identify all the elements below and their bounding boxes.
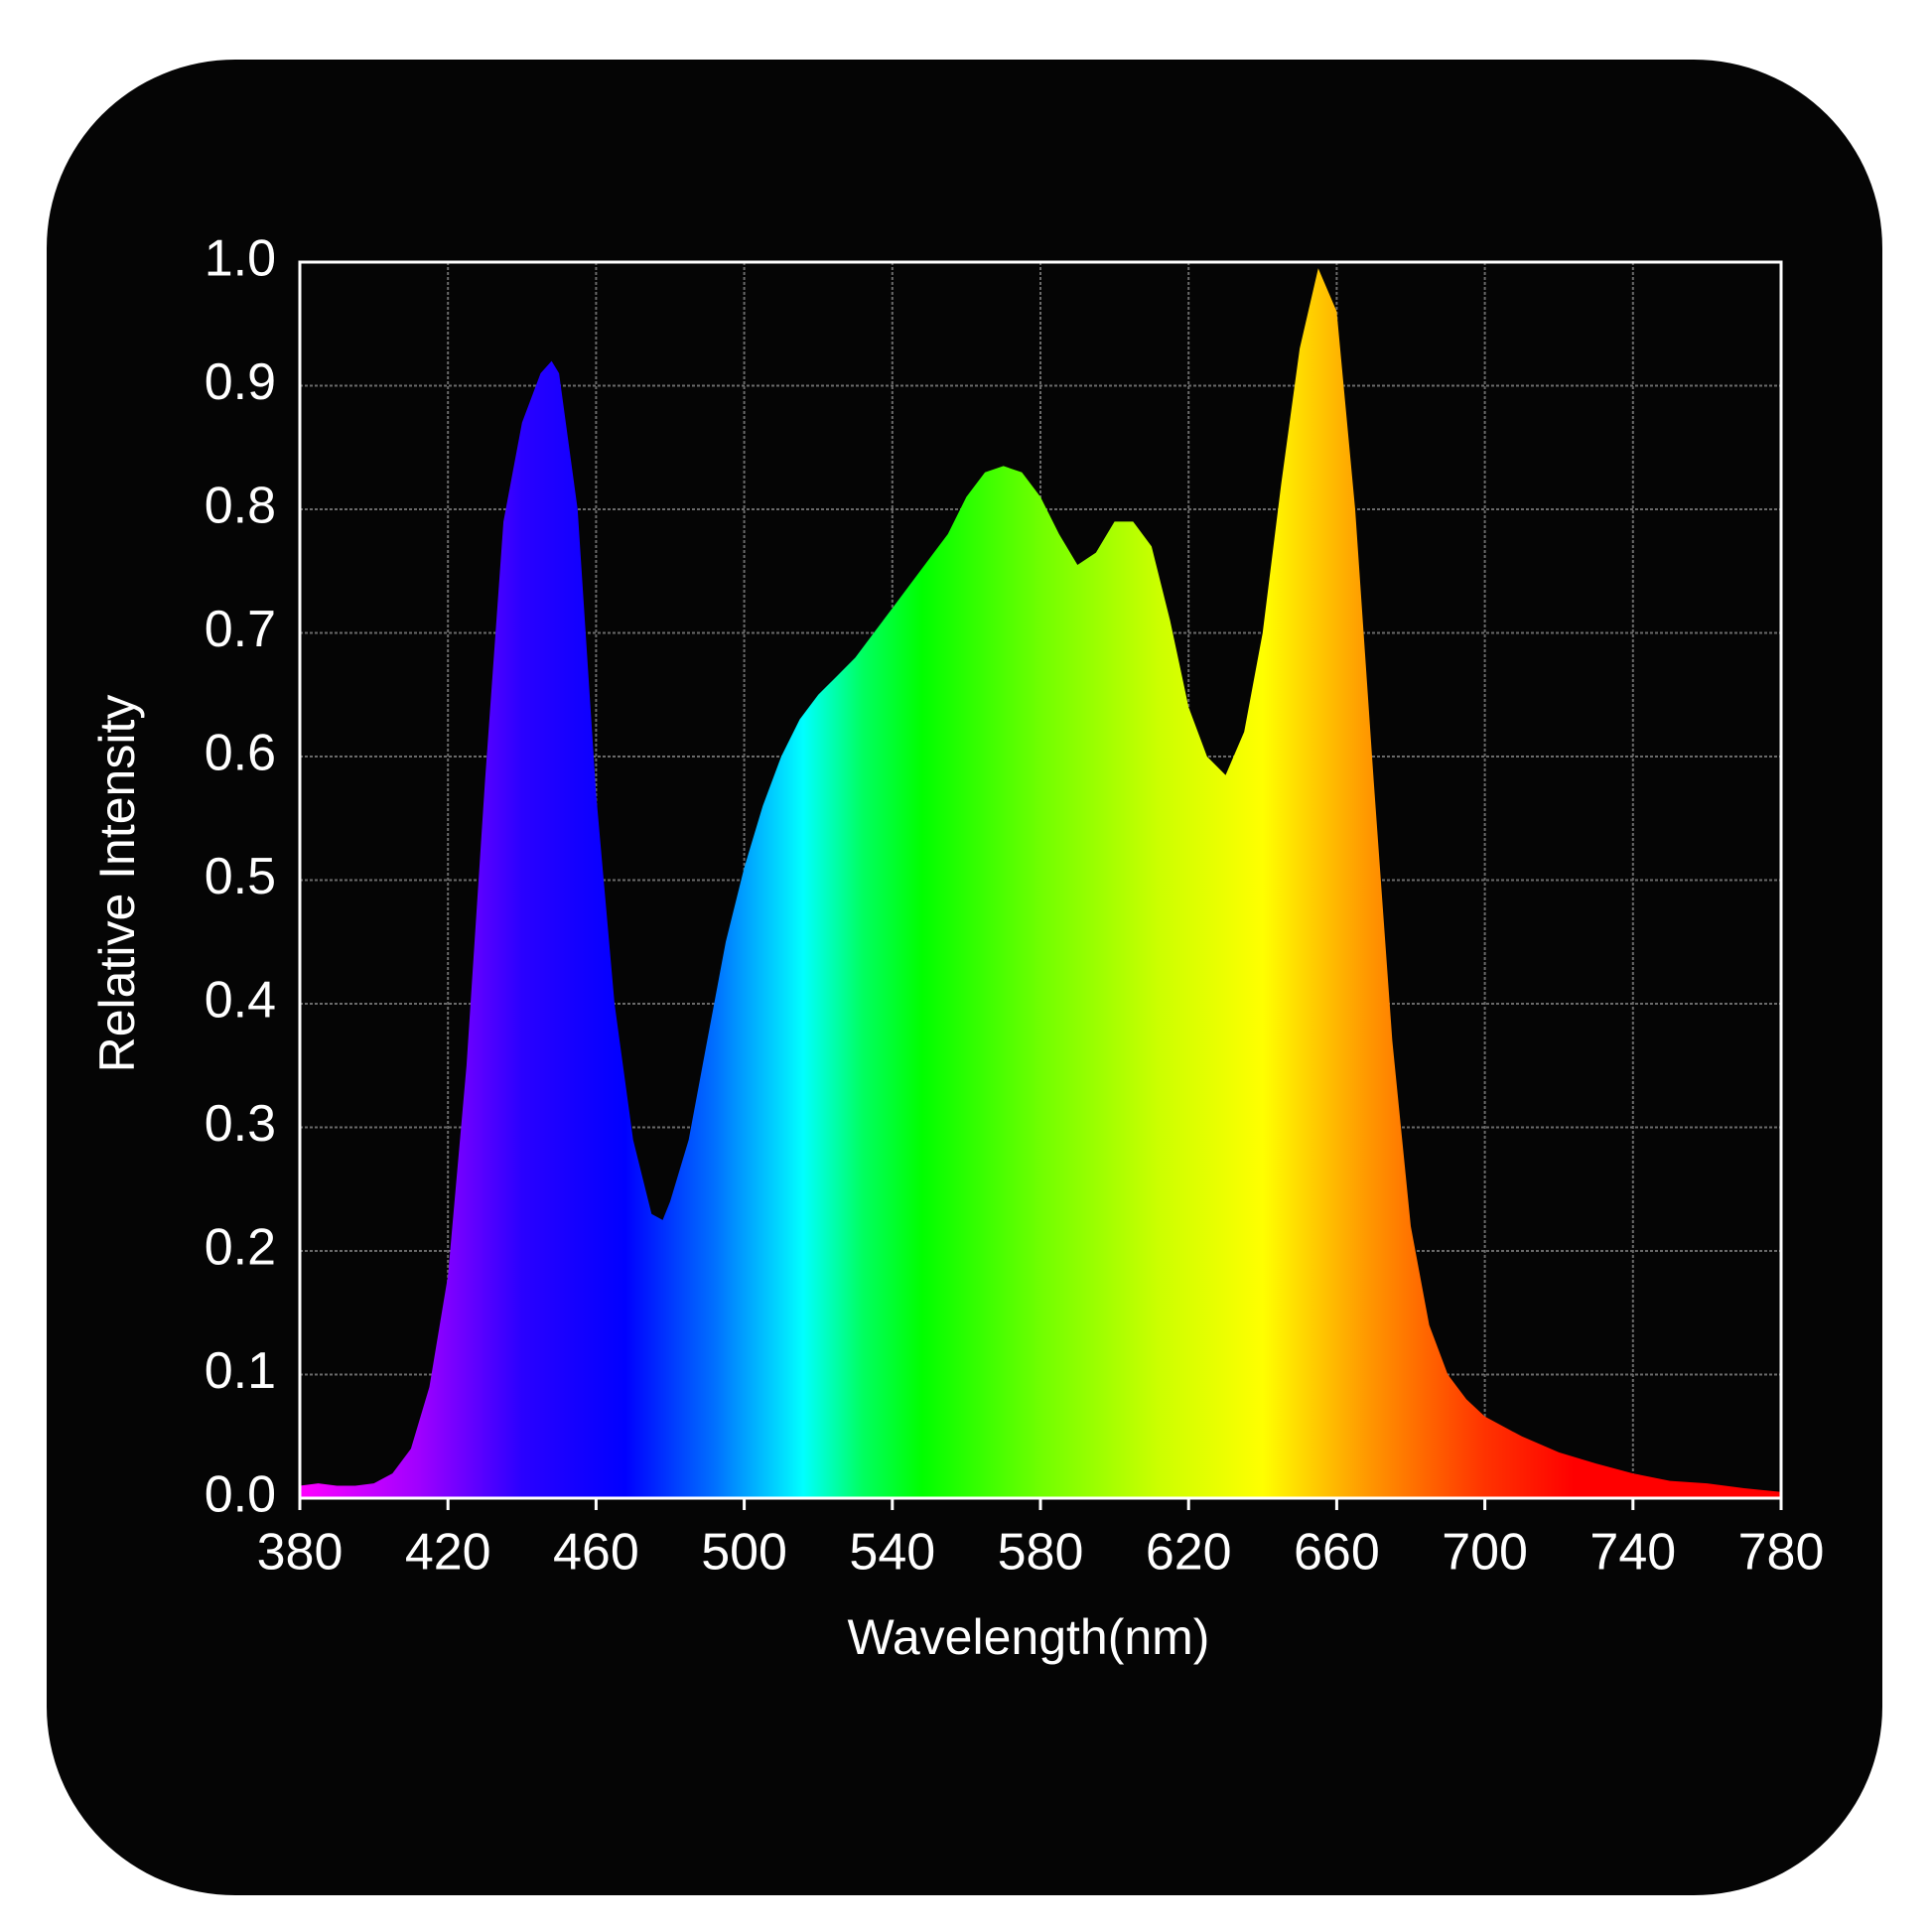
y-tick-label: 1.0 (205, 230, 276, 288)
x-tick-label: 380 (257, 1524, 344, 1582)
x-tick-label: 700 (1442, 1524, 1528, 1582)
y-tick-label: 0.0 (205, 1466, 276, 1524)
x-tick-label: 420 (405, 1524, 491, 1582)
y-tick-label: 0.9 (205, 353, 276, 411)
x-axis-title: Wavelength(nm) (848, 1609, 1210, 1665)
x-tick-label: 580 (998, 1524, 1084, 1582)
y-tick-label: 0.8 (205, 478, 276, 535)
y-tick-label: 0.2 (205, 1219, 276, 1277)
y-tick-label: 0.6 (205, 725, 276, 782)
y-tick-label: 0.4 (205, 972, 276, 1030)
x-tick-label: 780 (1738, 1524, 1825, 1582)
x-tick-label: 540 (849, 1524, 935, 1582)
y-tick-label: 0.3 (205, 1095, 276, 1153)
x-tick-label: 620 (1146, 1524, 1232, 1582)
x-tick-label: 740 (1589, 1524, 1676, 1582)
plot-border (298, 260, 1783, 1500)
y-tick-label: 0.5 (205, 848, 276, 905)
spectrum-area (300, 268, 1781, 1499)
x-tick-label: 460 (553, 1524, 639, 1582)
y-tick-label: 0.7 (205, 601, 276, 658)
x-tick-label: 500 (701, 1524, 787, 1582)
x-tick-label: 660 (1294, 1524, 1380, 1582)
y-axis-title: Relative Intensity (89, 695, 145, 1073)
y-tick-label: 0.1 (205, 1342, 276, 1400)
